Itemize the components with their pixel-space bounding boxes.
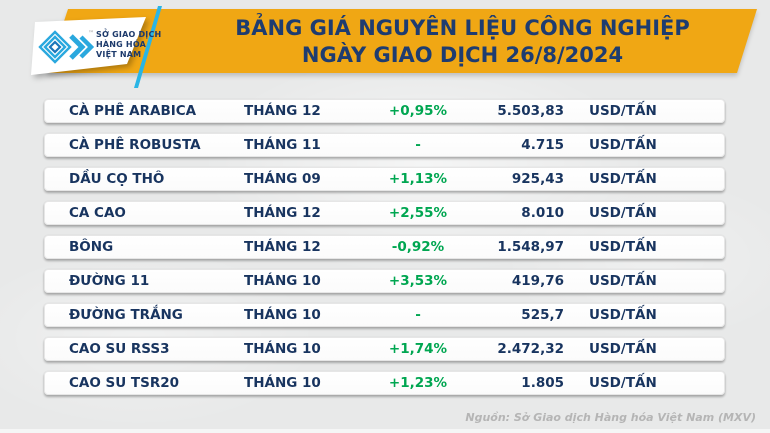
price-value: 1.548,97 xyxy=(497,239,564,255)
contract-month: THÁNG 10 xyxy=(244,375,321,391)
price-value: 8.010 xyxy=(521,205,564,221)
contract-month: THÁNG 12 xyxy=(244,103,321,119)
change-percent: - xyxy=(415,137,421,153)
header-banner xyxy=(47,9,757,73)
change-percent: +2,55% xyxy=(388,205,448,221)
contract-month: THÁNG 12 xyxy=(244,205,321,221)
contract-month: THÁNG 10 xyxy=(244,273,321,289)
header-banner-wrap xyxy=(0,0,770,95)
price-value: 1.805 xyxy=(521,375,564,391)
table-row: DẦU CỌ THÔ THÁNG 09 +1,13% 925,43 USD/TẤ… xyxy=(44,167,725,191)
table-row: ĐƯỜNG 11 THÁNG 10 +3,53% 419,76 USD/TẤN xyxy=(44,269,725,293)
commodity-name: ĐƯỜNG 11 xyxy=(69,273,150,289)
price-unit: USD/TẤN xyxy=(589,375,657,391)
contract-month: THÁNG 10 xyxy=(244,341,321,357)
change-percent: +1,74% xyxy=(388,341,448,357)
change-percent: +0,95% xyxy=(388,103,448,119)
price-unit: USD/TẤN xyxy=(589,205,657,221)
price-value: 2.472,32 xyxy=(497,341,564,357)
trademark-symbol: ™ xyxy=(88,30,94,37)
price-value: 5.503,83 xyxy=(497,103,564,119)
logo-text-line-2: HÀNG HÓA xyxy=(96,40,147,49)
commodity-name: CÀ PHÊ ARABICA xyxy=(69,103,197,119)
price-unit: USD/TẤN xyxy=(589,239,657,255)
price-value: 925,43 xyxy=(511,171,564,187)
logo-text: SỞ GIAO DỊCH HÀNG HÓA VIỆT NAM xyxy=(96,30,161,60)
change-percent: -0,92% xyxy=(391,239,445,255)
price-value: 525,7 xyxy=(521,307,564,323)
price-table: CÀ PHÊ ARABICA THÁNG 12 +0,95% 5.503,83 … xyxy=(44,99,725,405)
commodity-name: DẦU CỌ THÔ xyxy=(69,171,165,187)
table-row: CAO SU TSR20 THÁNG 10 +1,23% 1.805 USD/T… xyxy=(44,371,725,395)
table-row: BÔNG THÁNG 12 -0,92% 1.548,97 USD/TẤN xyxy=(44,235,725,259)
logo-text-line-3: VIỆT NAM xyxy=(96,50,142,59)
page-title: BẢNG GIÁ NGUYÊN LIỆU CÔNG NGHIỆP NGÀY GI… xyxy=(175,15,750,69)
source-credit: Nguồn: Sở Giao dịch Hàng hóa Việt Nam (M… xyxy=(465,411,756,424)
table-row: CÀ PHÊ ROBUSTA THÁNG 11 - 4.715 USD/TẤN xyxy=(44,133,725,157)
bottom-divider xyxy=(0,429,770,433)
change-percent: +3,53% xyxy=(388,273,448,289)
commodity-name: ĐƯỜNG TRẮNG xyxy=(69,307,183,323)
contract-month: THÁNG 11 xyxy=(244,137,321,153)
change-percent: - xyxy=(415,307,421,323)
price-unit: USD/TẤN xyxy=(589,171,657,187)
contract-month: THÁNG 10 xyxy=(244,307,321,323)
price-unit: USD/TẤN xyxy=(589,103,657,119)
commodity-name: CAO SU TSR20 xyxy=(69,375,180,391)
mxv-diamond-logo-icon: ™ xyxy=(38,30,94,64)
commodity-name: CAO SU RSS3 xyxy=(69,341,170,357)
table-row: ĐƯỜNG TRẮNG THÁNG 10 - 525,7 USD/TẤN xyxy=(44,303,725,327)
title-line-2: NGÀY GIAO DỊCH 26/8/2024 xyxy=(301,43,624,67)
title-line-1: BẢNG GIÁ NGUYÊN LIỆU CÔNG NGHIỆP xyxy=(235,16,690,40)
price-unit: USD/TẤN xyxy=(589,137,657,153)
price-value: 419,76 xyxy=(511,273,564,289)
table-row: CA CAO THÁNG 12 +2,55% 8.010 USD/TẤN xyxy=(44,201,725,225)
contract-month: THÁNG 09 xyxy=(244,171,321,187)
commodity-name: CA CAO xyxy=(69,205,126,221)
commodity-name: BÔNG xyxy=(69,239,114,255)
contract-month: THÁNG 12 xyxy=(244,239,321,255)
table-row: CAO SU RSS3 THÁNG 10 +1,74% 2.472,32 USD… xyxy=(44,337,725,361)
change-percent: +1,23% xyxy=(388,375,448,391)
commodity-name: CÀ PHÊ ROBUSTA xyxy=(69,137,201,153)
price-value: 4.715 xyxy=(521,137,564,153)
price-unit: USD/TẤN xyxy=(589,273,657,289)
price-unit: USD/TẤN xyxy=(589,307,657,323)
table-row: CÀ PHÊ ARABICA THÁNG 12 +0,95% 5.503,83 … xyxy=(44,99,725,123)
price-unit: USD/TẤN xyxy=(589,341,657,357)
change-percent: +1,13% xyxy=(388,171,448,187)
logo-text-line-1: SỞ GIAO DỊCH xyxy=(96,30,162,39)
